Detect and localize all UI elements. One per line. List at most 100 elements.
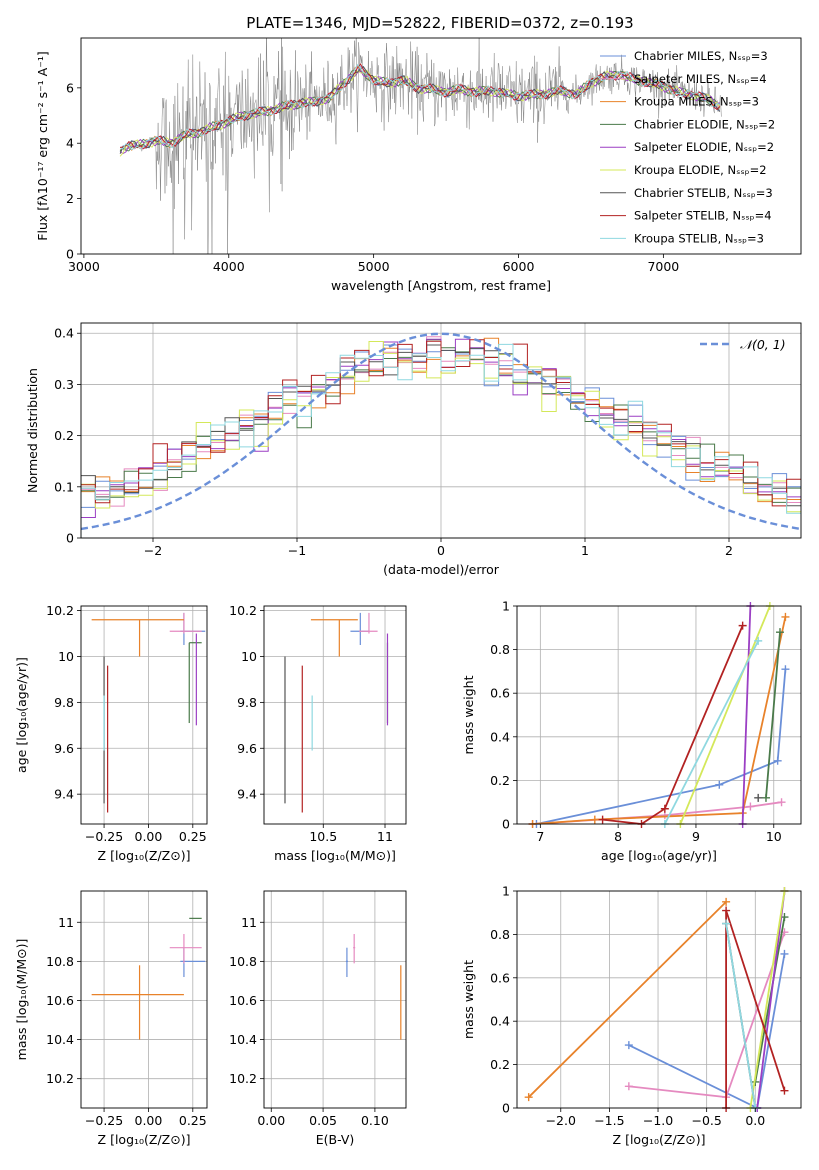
weight_vs_z-ytick-label: 0.4: [490, 1014, 510, 1029]
weight_vs_age-line-salpeter_stelib: [602, 625, 744, 824]
age_vs_z-xlabel: Z [log₁₀(Z/Z⊙)]: [98, 848, 191, 863]
weight_vs_z-xtick-label: 0.0: [745, 1113, 765, 1128]
spectrum-legend-label: Salpeter MILES, Nₛₛₚ=4: [634, 72, 767, 86]
weight_vs_age-xtick-label: 10: [766, 829, 782, 844]
weight_vs_age-line-kroupa_miles: [532, 616, 787, 824]
residuals-xtick-label: 2: [725, 543, 733, 558]
spectrum-legend-label: Kroupa MILES, Nₛₛₚ=3: [634, 95, 759, 109]
mass_vs_z-frame: [80, 890, 208, 1109]
weight_vs_age-marker-salpeter_miles: [777, 798, 786, 807]
spectrum-frame: [80, 37, 802, 255]
weight_vs_z-marker-salpeter_miles: [624, 1082, 633, 1091]
weight_vs_age-marker-salpeter_stelib: [738, 621, 747, 630]
weight_vs_age-xlabel: age [log₁₀(age/yr)]: [601, 848, 717, 863]
age_vs_z-xtick-label: −0.25: [85, 829, 123, 844]
spectrum-model-line-chabrier_miles: [119, 66, 721, 152]
spectrum-xtick-label: 3000: [68, 259, 100, 274]
residuals-ytick-label: 0.4: [54, 326, 74, 341]
spectrum-xtick-label: 4000: [213, 259, 245, 274]
weight_vs_z-marker-kroupa_stelib: [722, 919, 731, 928]
weight_vs_age-marker-chabrier_elodie: [775, 628, 784, 637]
age_vs_mass-frame: [263, 605, 407, 825]
gauss-curve: [81, 332, 801, 531]
age_vs_z-frame: [80, 605, 208, 825]
spectrum-model-line-kroupa_stelib: [119, 63, 721, 151]
weight_vs_z-marker-chabrier_miles: [624, 1041, 633, 1050]
mass_vs_z-ylabel: mass [log₁₀(M/M⊙)]: [14, 939, 29, 1061]
spectrum-legend-label: Chabrier MILES, Nₛₛₚ=3: [634, 49, 768, 63]
weight_vs_age-marker-chabrier_stelib: [754, 793, 763, 802]
weight_vs_z-xtick-label: −0.5: [691, 1113, 721, 1128]
weight_vs_z-ytick-label: 0.2: [490, 1057, 510, 1072]
weight_vs_age-marker-kroupa_miles: [781, 612, 790, 621]
weight_vs_age-xtick-label: 9: [692, 829, 700, 844]
residuals-xtick-label: −1: [288, 543, 306, 558]
spectrum-xtick-label: 7000: [647, 259, 679, 274]
weight_vs_z-line-kroupa_stelib: [725, 923, 757, 1108]
weight_vs_age-line-kroupa_stelib: [663, 640, 760, 824]
residuals-ytick-label: 0.3: [54, 377, 74, 392]
weight_vs_age-line-chabrier_miles: [536, 669, 787, 824]
spectrum-ylabel: Flux [fλ10⁻¹⁷ erg cm⁻² s⁻¹ A⁻¹]: [35, 51, 50, 240]
weight_vs_age-line-salpeter_elodie: [741, 606, 752, 824]
weight_vs_age-ytick-label: 1: [502, 599, 510, 614]
spectrum-model-line-salpeter_elodie: [119, 70, 720, 155]
mass_vs_ebv-xtick-label: 0.10: [361, 1113, 389, 1128]
age_vs_mass-ytick-label: 10.2: [229, 603, 257, 618]
residuals-ytick-label: 0: [66, 531, 74, 546]
mass_vs_z-ytick-label: 10.8: [46, 954, 74, 969]
weight_vs_age-frame: [516, 605, 802, 825]
weight_vs_z-line-kroupa_miles: [528, 901, 727, 1098]
mass_vs_ebv-ytick-label: 11: [241, 915, 257, 930]
mass_vs_z-xtick-label: −0.25: [85, 1113, 123, 1128]
age_vs_mass-ytick-label: 10: [241, 649, 257, 664]
weight_vs_age-line-kroupa_elodie: [679, 606, 771, 824]
age_vs_z-ytick-label: 9.4: [54, 787, 74, 802]
spectrum-title: PLATE=1346, MJD=52822, FIBERID=0372, z=0…: [246, 14, 633, 32]
weight_vs_z-marker-chabrier_miles: [780, 949, 789, 958]
age_vs_z-ylabel: age [log₁₀(age/yr)]: [14, 657, 29, 773]
spectrum-ytick-label: 4: [66, 136, 74, 151]
age_vs_z-xtick-label: 0.25: [179, 829, 207, 844]
weight_vs_z-xtick-label: −1.5: [594, 1113, 624, 1128]
residual-hist-kroupa_elodie: [81, 341, 801, 538]
residuals-ylabel: Normed distribution: [25, 368, 40, 493]
mass_vs_ebv-ytick-label: 10.4: [229, 1032, 257, 1047]
weight_vs_age-ytick-label: 0.2: [490, 773, 510, 788]
weight_vs_age-marker-chabrier_elodie: [761, 793, 770, 802]
weight_vs_age-ytick-label: 0.4: [490, 729, 510, 744]
mass_vs_z-xtick-label: 0.00: [135, 1113, 163, 1128]
mass_vs_ebv-xtick-label: 0.05: [309, 1113, 337, 1128]
mass_vs_ebv-frame: [263, 890, 407, 1109]
weight_vs_z-line-salpeter_elodie: [756, 891, 786, 1108]
mass_vs_ebv-xtick-label: 0.00: [257, 1113, 285, 1128]
weight_vs_z-ytick-label: 0.8: [490, 927, 510, 942]
weight_vs_age-marker-salpeter_stelib: [660, 804, 669, 813]
spectrum-model-line-kroupa_elodie: [119, 69, 721, 157]
age_vs_z-ytick-label: 9.6: [54, 741, 74, 756]
weight_vs_age-ylabel: mass weight: [461, 675, 476, 754]
mass_vs_z-xlabel: Z [log₁₀(Z/Z⊙)]: [98, 1132, 191, 1147]
weight_vs_z-xtick-label: −2.0: [546, 1113, 576, 1128]
weight_vs_z-frame: [516, 890, 802, 1109]
mass_vs_ebv-ytick-label: 10.8: [229, 954, 257, 969]
residuals-xtick-label: 1: [581, 543, 589, 558]
mass_vs_z-ytick-label: 10.2: [46, 1071, 74, 1086]
weight_vs_z-xlabel: Z [log₁₀(Z/Z⊙)]: [613, 1132, 706, 1147]
weight_vs_z-marker-kroupa_miles: [722, 897, 731, 906]
weight_vs_age-line-chabrier_elodie: [765, 632, 781, 798]
weight_vs_age-marker-kroupa_stelib: [754, 636, 763, 645]
weight_vs_z-marker-kroupa_miles: [524, 1093, 533, 1102]
spectrum-ytick-label: 2: [66, 191, 74, 206]
age_vs_mass-xlabel: mass [log₁₀(M/M⊙)]: [274, 848, 396, 863]
weight_vs_age-marker-chabrier_miles: [773, 756, 782, 765]
weight_vs_z-ytick-label: 0: [502, 1101, 510, 1116]
weight_vs_z-line-kroupa_elodie: [749, 891, 786, 1108]
weight_vs_z-ytick-label: 0.6: [490, 970, 510, 985]
spectrum-data-line: [120, 38, 722, 254]
mass_vs_z-ytick-label: 11: [58, 915, 74, 930]
weight_vs_z-line-chabrier_elodie: [754, 916, 786, 1083]
spectrum-legend-label: Kroupa STELIB, Nₛₛₚ=3: [634, 231, 764, 245]
weight_vs_age-marker-chabrier_miles: [715, 780, 724, 789]
